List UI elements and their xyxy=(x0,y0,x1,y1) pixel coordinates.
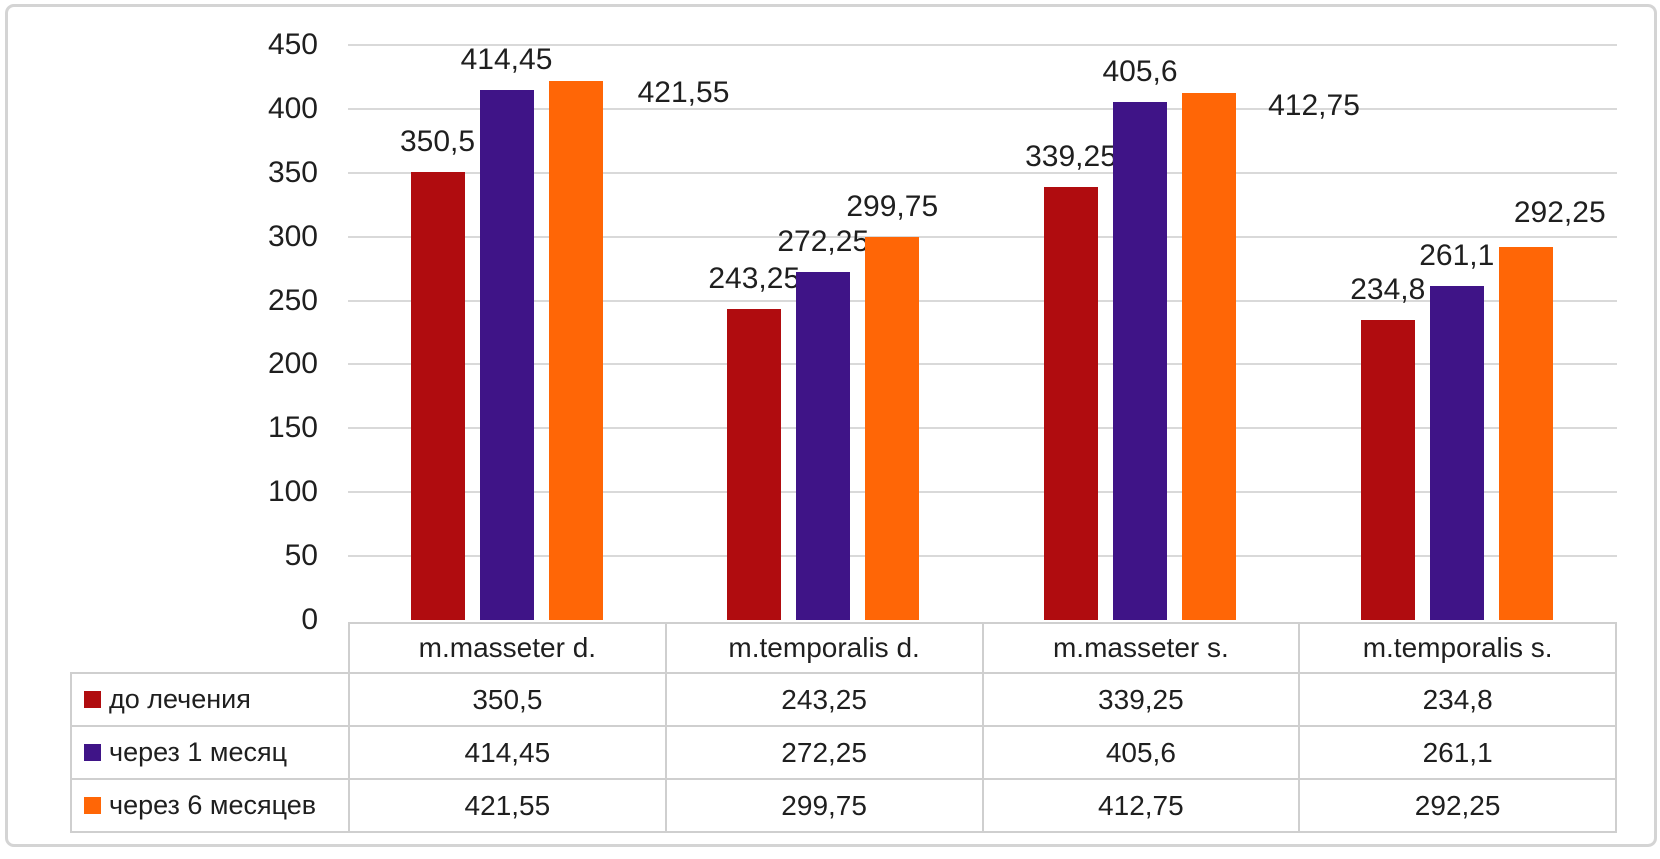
gridline xyxy=(348,171,1617,174)
value-cell-s1-g1: 350,5 xyxy=(348,672,667,727)
bar-s3-g3 xyxy=(1182,92,1236,620)
bar-s2-g2 xyxy=(796,272,851,620)
bar-s2-g4 xyxy=(1429,286,1484,620)
legend-header-spacer xyxy=(71,623,349,673)
legend-series-name: через 1 месяц xyxy=(109,737,288,767)
bar-value-label-s3-g3: 412,75 xyxy=(1268,88,1360,122)
bar-value-label-s1-g1: 350,5 xyxy=(399,125,476,159)
y-axis-tick-label: 450 xyxy=(267,28,318,61)
y-axis-tick-label: 250 xyxy=(267,283,318,317)
bar-s2-g1 xyxy=(479,90,534,620)
chart-data-table: m.masseter d. m.temporalis d. m.masseter s… xyxy=(70,622,1617,833)
legend-swatch-icon-s1 xyxy=(84,691,101,708)
bar-s1-g4 xyxy=(1360,319,1415,620)
value-cell-s1-g2: 243,25 xyxy=(664,672,984,727)
value-cell-s3-g1: 421,55 xyxy=(348,778,667,833)
gridline xyxy=(348,44,1617,46)
gridline xyxy=(348,299,1617,302)
legend-series-name: через 6 месяцев xyxy=(109,790,317,820)
bar-value-label-s3-g1: 421,55 xyxy=(637,76,730,110)
bar-value-label-s3-g2: 299,75 xyxy=(846,189,939,223)
value-cell-s2-g2: 272,25 xyxy=(664,725,984,780)
gridline xyxy=(348,491,1617,494)
bar-s3-g1 xyxy=(548,81,603,620)
bar-value-label-s3-g4: 292,25 xyxy=(1513,195,1606,229)
bar-s1-g1 xyxy=(410,172,465,620)
bar-value-label-s1-g4: 234,8 xyxy=(1350,272,1426,306)
gridline xyxy=(348,363,1617,366)
value-cell-s3-g4: 292,25 xyxy=(1298,778,1617,833)
bar-s1-g3 xyxy=(1044,186,1098,620)
gridline xyxy=(348,107,1617,110)
legend-cell: до лечения xyxy=(70,672,350,727)
bar-s3-g2 xyxy=(865,236,920,620)
bar-s3-g4 xyxy=(1498,246,1553,620)
y-axis-tick-label: 200 xyxy=(267,347,318,381)
value-cell-s1-g4: 234,8 xyxy=(1298,672,1617,727)
y-axis-tick-label: 400 xyxy=(267,91,318,125)
legend-swatch-icon-s3 xyxy=(84,797,101,814)
bar-value-label-s2-g2: 272,25 xyxy=(777,225,870,259)
gridline xyxy=(348,427,1617,430)
bar-value-label-s1-g3: 339,25 xyxy=(1025,139,1117,173)
legend-cell: через 1 месяц xyxy=(70,725,350,780)
bar-value-label-s1-g2: 243,25 xyxy=(708,262,801,296)
bar-value-label-s2-g3: 405,6 xyxy=(1102,54,1178,88)
y-axis-tick-label: 50 xyxy=(284,539,318,573)
legend-swatch-icon-s2 xyxy=(84,744,101,761)
category-header-4: m.temporalis s. xyxy=(1298,622,1617,674)
value-cell-s3-g3: 412,75 xyxy=(981,778,1301,833)
value-cell-s1-g3: 339,25 xyxy=(981,672,1301,727)
category-header-2: m.temporalis d. xyxy=(664,622,984,674)
bar-value-label-s2-g1: 414,45 xyxy=(460,43,553,77)
bar-s1-g2 xyxy=(727,309,782,620)
gridline xyxy=(348,555,1617,558)
bar-s2-g3 xyxy=(1113,101,1167,620)
category-header-1: m.masseter d. xyxy=(348,622,667,674)
value-cell-s2-g1: 414,45 xyxy=(348,725,667,780)
series-row-2: через 1 месяц 414,45 272,25 405,6 261,1 xyxy=(70,725,1617,780)
value-cell-s2-g4: 261,1 xyxy=(1298,725,1617,780)
y-axis-tick-label: 100 xyxy=(267,475,318,509)
value-cell-s3-g2: 299,75 xyxy=(664,778,984,833)
series-row-1: до лечения 350,5 243,25 339,25 234,8 xyxy=(70,672,1617,727)
y-axis-tick-label: 150 xyxy=(267,411,318,445)
y-axis-tick-label: 300 xyxy=(267,219,318,253)
y-axis-tick-label: 0 xyxy=(301,603,318,636)
legend-cell: через 6 месяцев xyxy=(70,778,350,833)
bar-value-label-s2-g4: 261,1 xyxy=(1419,239,1495,273)
series-row-3: через 6 месяцев 421,55 299,75 412,75 292,25 xyxy=(70,778,1617,833)
legend-series-name: до лечения xyxy=(109,684,251,714)
value-cell-s2-g3: 405,6 xyxy=(981,725,1301,780)
category-header-3: m.masseter s. xyxy=(981,622,1301,674)
gridline xyxy=(348,235,1617,238)
y-axis-tick-label: 350 xyxy=(267,155,318,189)
